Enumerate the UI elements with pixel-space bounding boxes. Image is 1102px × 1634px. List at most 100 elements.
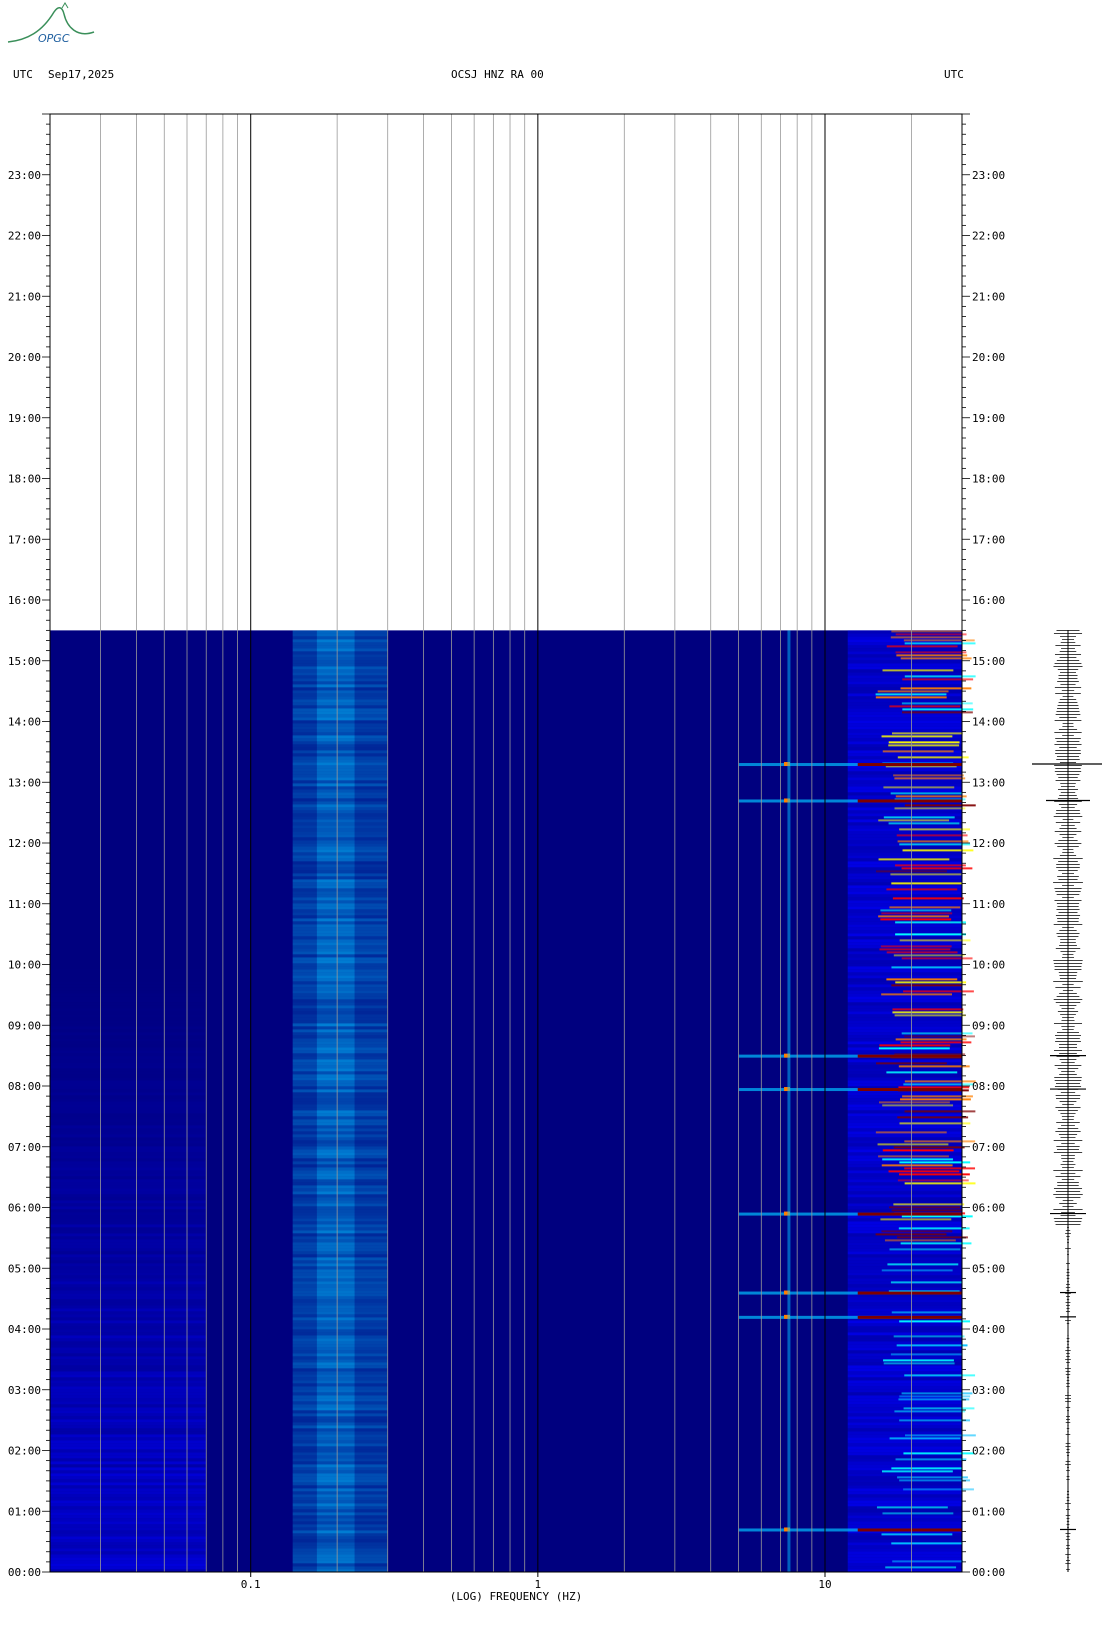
longperiod-cell bbox=[50, 1404, 207, 1408]
microseism-core-cell bbox=[316, 1278, 355, 1282]
microseism-cell bbox=[292, 1557, 388, 1561]
microseism-core-cell bbox=[316, 684, 355, 688]
y-tick-label-right: 15:00 bbox=[972, 655, 1005, 668]
hf-activity-cell bbox=[891, 1542, 963, 1545]
microseism-cell bbox=[292, 1281, 388, 1285]
microseism-core-cell bbox=[316, 1269, 355, 1273]
hf-cell bbox=[847, 681, 962, 685]
microseism-core-cell bbox=[316, 1185, 355, 1189]
microseism-core-cell bbox=[316, 1383, 355, 1387]
longperiod-cell bbox=[50, 1479, 207, 1483]
microseism-cell bbox=[292, 1215, 388, 1219]
hf-cell bbox=[847, 1434, 962, 1438]
x-tick-label: 10 bbox=[818, 1578, 831, 1591]
microseism-cell bbox=[292, 1110, 388, 1114]
longperiod-cell bbox=[50, 1332, 207, 1336]
hf-activity-cell bbox=[881, 993, 952, 996]
microseism-core-cell bbox=[316, 1137, 355, 1141]
longperiod-cell bbox=[50, 1317, 207, 1321]
y-tick-label-left: 22:00 bbox=[8, 230, 41, 243]
microseism-cell bbox=[292, 894, 388, 898]
hf-cell bbox=[847, 1332, 962, 1336]
longperiod-cell bbox=[50, 1335, 207, 1339]
hf-activity-cell bbox=[879, 1101, 950, 1104]
microseism-core-cell bbox=[316, 669, 355, 673]
microseism-cell bbox=[292, 984, 388, 988]
microseism-cell bbox=[292, 1326, 388, 1330]
hf-cell bbox=[847, 1485, 962, 1489]
hf-activity-cell bbox=[890, 636, 962, 639]
longperiod-cell bbox=[50, 987, 206, 990]
hf-cell bbox=[847, 1305, 962, 1309]
microseism-core-cell bbox=[316, 1191, 355, 1195]
microseism-cell bbox=[292, 1134, 388, 1138]
microseism-core-cell bbox=[316, 1359, 355, 1363]
y-tick-label-right: 16:00 bbox=[972, 594, 1005, 607]
microseism-core-cell bbox=[316, 987, 355, 991]
hf-activity-cell bbox=[894, 777, 966, 780]
microseism-core-cell bbox=[316, 1029, 355, 1033]
hf-cell bbox=[847, 1176, 962, 1180]
microseism-core-cell bbox=[316, 633, 355, 637]
y-tick-label-right: 04:00 bbox=[972, 1323, 1005, 1336]
time-axis-left: 00:00 01:00 02:00 03:00 04:00 05:00 06:00 07:00… bbox=[8, 113, 50, 1579]
longperiod-cell bbox=[50, 978, 206, 981]
microseism-cell bbox=[292, 882, 388, 886]
hf-activity-cell bbox=[877, 690, 949, 693]
microseism-cell bbox=[292, 1488, 388, 1492]
hf-cell bbox=[847, 924, 962, 928]
hf-activity-cell bbox=[881, 1533, 953, 1536]
microseism-cell bbox=[292, 1386, 388, 1390]
hf-cell bbox=[847, 903, 962, 907]
microseism-cell bbox=[292, 981, 388, 985]
longperiod-cell bbox=[50, 1569, 207, 1573]
hf-cell bbox=[847, 1200, 962, 1204]
hf-cell bbox=[847, 1272, 962, 1276]
hf-activity-cell bbox=[899, 1161, 971, 1164]
microseism-core-cell bbox=[316, 945, 355, 949]
microseism-core-cell bbox=[316, 639, 355, 643]
microseism-core-cell bbox=[316, 780, 355, 784]
microseism-core-cell bbox=[316, 1293, 355, 1297]
microseism-core-cell bbox=[316, 1257, 355, 1261]
hf-activity-cell bbox=[894, 807, 966, 810]
microseism-cell bbox=[292, 699, 388, 703]
hf-activity-cell bbox=[885, 1566, 957, 1569]
longperiod-cell bbox=[50, 1425, 207, 1429]
microseism-cell bbox=[292, 714, 388, 718]
longperiod-cell bbox=[50, 1368, 207, 1372]
microseism-cell bbox=[292, 1536, 388, 1540]
hf-cell bbox=[847, 837, 962, 841]
hf-activity-cell bbox=[881, 1230, 953, 1233]
microseism-cell bbox=[292, 921, 388, 925]
hf-cell bbox=[847, 1068, 962, 1072]
longperiod-cell bbox=[50, 1386, 207, 1390]
microseism-core-cell bbox=[316, 1506, 355, 1510]
microseism-core-cell bbox=[316, 1545, 355, 1549]
event-marker bbox=[784, 1087, 791, 1092]
microseism-cell bbox=[292, 1437, 388, 1441]
hf-cell bbox=[847, 1521, 962, 1525]
hf-activity-cell bbox=[886, 888, 958, 891]
microseism-cell bbox=[292, 906, 388, 910]
longperiod-cell bbox=[50, 1380, 207, 1384]
microseism-core-cell bbox=[316, 1386, 355, 1390]
x-tick-label: 0.1 bbox=[241, 1578, 261, 1591]
microseism-cell bbox=[292, 1191, 388, 1195]
microseism-core-cell bbox=[316, 1563, 355, 1567]
microseism-cell bbox=[292, 1137, 388, 1141]
microseism-core-cell bbox=[316, 1437, 355, 1441]
microseism-cell bbox=[292, 783, 388, 787]
hf-cell bbox=[847, 780, 962, 784]
microseism-cell bbox=[292, 1119, 388, 1123]
longperiod-cell bbox=[50, 1041, 207, 1045]
microseism-core-cell bbox=[316, 1527, 355, 1531]
microseism-cell bbox=[292, 1308, 388, 1312]
y-tick-label-left: 15:00 bbox=[8, 655, 41, 668]
hf-cell bbox=[847, 1446, 962, 1450]
microseism-cell bbox=[292, 798, 388, 802]
hf-activity-cell bbox=[893, 774, 964, 777]
y-tick-label-left: 07:00 bbox=[8, 1141, 41, 1154]
longperiod-cell bbox=[50, 999, 207, 1003]
microseism-core-cell bbox=[316, 954, 355, 958]
